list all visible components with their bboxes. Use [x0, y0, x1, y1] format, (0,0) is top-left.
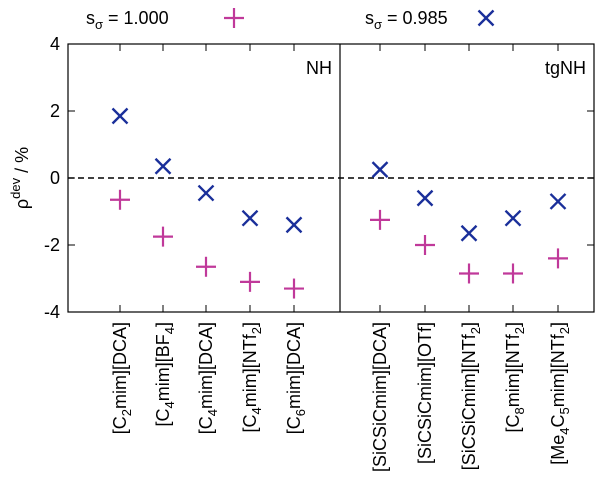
- cross-point: [504, 209, 522, 227]
- cross-point-d2: [285, 216, 303, 234]
- cross-point: [416, 189, 434, 207]
- category-label: [C4mim][BF4]: [153, 322, 177, 426]
- plus-point: [459, 263, 479, 284]
- cross-point: [241, 209, 259, 227]
- legend-label: sσ = 0.985: [365, 8, 448, 32]
- panel-label-nh: NH: [306, 58, 332, 78]
- cross-point-d2: [460, 224, 478, 242]
- cross-point: [371, 161, 389, 178]
- category-label: [C6mim][DCA]: [284, 322, 308, 434]
- category-label: [C8mim][NTf2]: [503, 322, 527, 432]
- cross-point-d2: [371, 161, 389, 178]
- cross-point-d2: [549, 193, 567, 210]
- category-label: [C2mim][DCA]: [110, 322, 134, 434]
- cross-point: [285, 216, 303, 234]
- panel-label-tgnh: tgNH: [545, 58, 586, 78]
- plus-point: [153, 226, 173, 247]
- legend-marker: [224, 8, 244, 28]
- cross-point-d2: [154, 157, 172, 175]
- plus-point: [415, 235, 435, 255]
- y-tick-label: 4: [50, 34, 60, 54]
- axes: [67, 43, 595, 313]
- plus-point: [503, 263, 523, 284]
- legend-marker-d2: [477, 9, 495, 27]
- cross-point: [549, 193, 567, 210]
- category-label: [C4mim][NTf2]: [240, 322, 264, 432]
- y-tick-label: 0: [50, 168, 60, 188]
- cross-point-d2: [197, 184, 215, 202]
- category-label: [SiCSiCmim][OTf]: [415, 322, 435, 464]
- y-tick-label: 2: [50, 101, 60, 121]
- legend: sσ = 1.000 sσ = 0.985: [86, 8, 495, 32]
- y-axis-label: ρdev / %: [8, 147, 32, 209]
- cross-point: [111, 107, 129, 125]
- y-tick-label: -4: [44, 302, 60, 322]
- cross-point: [197, 184, 215, 202]
- cross-point-d2: [111, 107, 129, 125]
- cross-point-d2: [241, 209, 259, 227]
- cross-point-d2: [504, 209, 522, 227]
- category-label: [Me4C5mim][NTf2]: [548, 322, 572, 465]
- category-label: [SiCSiCmim][NTf2]: [459, 322, 483, 470]
- plus-point: [284, 278, 304, 299]
- category-label: [SiCSiCmim][DCA]: [370, 322, 390, 472]
- legend-marker: [477, 9, 495, 27]
- y-tick-label: -2: [44, 235, 60, 255]
- cross-point: [460, 224, 478, 242]
- marks: [110, 107, 568, 299]
- plus-point: [548, 248, 568, 269]
- cross-point: [154, 157, 172, 175]
- cross-point-d2: [416, 189, 434, 207]
- plus-point: [110, 189, 130, 210]
- labels: -4 -2 0 2 4 ρdev / % NH tgNH [C2mim][DCA] [C4mim]…: [8, 34, 586, 472]
- plus-point: [196, 256, 216, 277]
- plus-point: [240, 271, 260, 292]
- category-label: [C4mim][DCA]: [196, 322, 220, 434]
- plus-point: [370, 209, 390, 230]
- legend-label: sσ = 1.000: [86, 8, 169, 32]
